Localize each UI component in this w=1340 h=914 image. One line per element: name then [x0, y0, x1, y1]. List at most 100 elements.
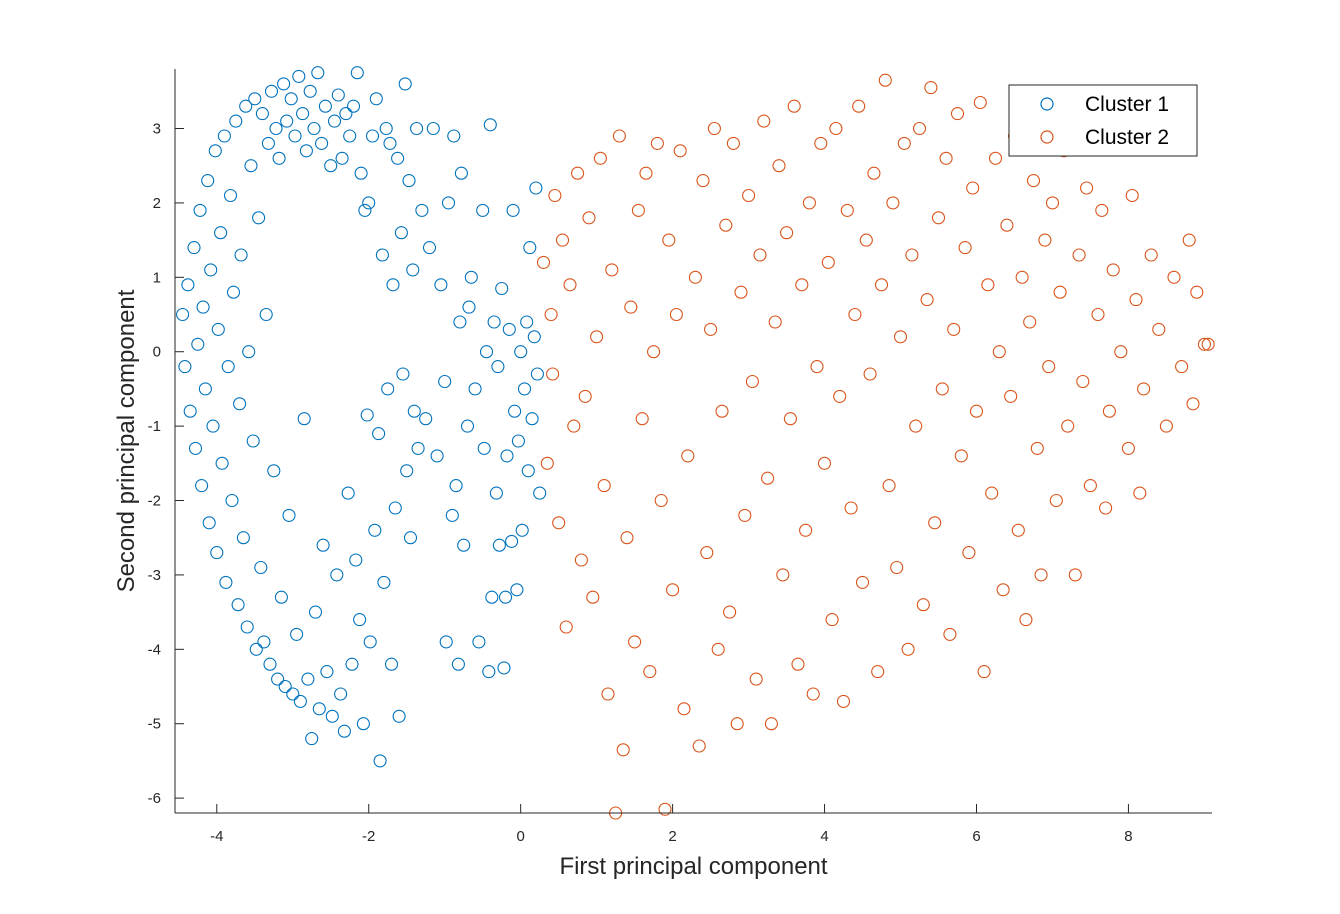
cluster-2-point: [1186, 397, 1200, 411]
cluster-1-point: [511, 434, 525, 448]
cluster-2-point: [802, 196, 816, 210]
cluster-1-point: [514, 345, 528, 359]
y-axis-title: Second principal component: [113, 289, 140, 592]
cluster-1-point: [176, 307, 190, 322]
cluster-1-point: [476, 203, 490, 217]
cluster-2-point: [673, 144, 687, 158]
y-tick-label: -4: [148, 641, 161, 658]
cluster-1-point: [246, 434, 260, 448]
cluster-1-point: [318, 99, 332, 113]
x-tick-label: 4: [820, 828, 828, 845]
cluster-1-point: [299, 144, 313, 158]
cluster-2-point: [988, 151, 1003, 165]
cluster-2-point: [1045, 196, 1060, 210]
cluster-2-point: [1076, 374, 1090, 389]
cluster-1-point: [360, 408, 374, 422]
cluster-1-point: [400, 464, 414, 478]
cluster-1-point: [396, 367, 410, 381]
cluster-1-point: [255, 107, 269, 121]
cluster-2-point: [616, 743, 630, 757]
cluster-2-point: [601, 687, 615, 701]
cluster-2-point: [848, 307, 862, 322]
cluster-1-point: [388, 501, 402, 515]
legend-marker-cluster-2: [1040, 130, 1054, 144]
cluster-1-point: [181, 278, 195, 292]
cluster-2-point: [1061, 419, 1075, 433]
cluster-1-point: [303, 84, 317, 98]
cluster-1-point: [254, 560, 268, 575]
cluster-2-point: [867, 166, 881, 180]
cluster-1-point: [353, 613, 367, 627]
cluster-1-point: [472, 635, 486, 649]
cluster-2-point: [734, 285, 748, 299]
cluster-2-point: [787, 99, 801, 113]
cluster-1-point: [221, 360, 235, 374]
cluster-1-point: [451, 657, 465, 671]
cluster-1-point: [410, 121, 424, 136]
y-tick-label: -3: [148, 567, 161, 584]
cluster-1-point: [369, 92, 383, 106]
cluster-2-point: [829, 121, 843, 136]
cluster-1-point: [315, 136, 329, 150]
cluster-1-point: [201, 174, 215, 188]
cluster-1-point: [449, 479, 463, 493]
cluster-2-point: [954, 449, 968, 463]
cluster-1-point: [368, 523, 382, 537]
cluster-1-point: [468, 382, 482, 396]
legend: Cluster 1 Cluster 2: [1008, 84, 1198, 157]
cluster-1-point: [510, 583, 524, 597]
cluster-2-point: [620, 531, 634, 545]
cluster-2-point: [546, 367, 560, 381]
cluster-1-point: [508, 404, 522, 418]
cluster-2-point: [969, 404, 984, 418]
cluster-2-point: [855, 575, 870, 589]
cluster-2-point: [1030, 441, 1044, 455]
cluster-1-point: [530, 367, 544, 381]
cluster-1-point: [226, 285, 241, 299]
cluster-2-point: [552, 516, 566, 530]
cluster-2-point: [947, 322, 961, 336]
cluster-1-point: [242, 345, 256, 359]
cluster-1-point: [500, 449, 514, 463]
cluster-2-point: [1011, 523, 1025, 537]
y-tick-label: -5: [148, 716, 161, 733]
cluster-2-point: [1137, 382, 1151, 396]
cluster-2-point: [863, 367, 877, 381]
cluster-1-point: [362, 196, 376, 210]
cluster-1-point: [257, 635, 271, 649]
cluster-1-point: [439, 635, 453, 649]
cluster-2-point: [973, 95, 987, 110]
cluster-2-point: [1026, 174, 1041, 188]
cluster-1-point: [204, 263, 218, 277]
cluster-2-point: [821, 255, 835, 269]
cluster-1-point: [301, 672, 315, 686]
cluster-2-point: [544, 307, 558, 322]
cluster-2-point: [548, 188, 562, 203]
cluster-1-point: [343, 129, 357, 143]
cluster-2-point: [1175, 360, 1189, 374]
cluster-2-point: [643, 665, 657, 679]
cluster-1-point: [178, 360, 192, 374]
cluster-2-point: [1000, 218, 1014, 232]
cluster-1-point: [422, 241, 437, 255]
cluster-2-point: [859, 233, 873, 247]
cluster-1-point: [447, 129, 461, 143]
cluster-2-point: [776, 568, 790, 582]
cluster-2-point: [916, 598, 930, 612]
cluster-2-point: [624, 300, 638, 314]
cluster-2-point: [950, 107, 965, 121]
cluster-1-point: [495, 281, 509, 296]
cluster-1-point: [406, 263, 420, 277]
cluster-1-point: [407, 404, 421, 418]
cluster-1-point: [272, 151, 286, 165]
cluster-1-point: [215, 456, 229, 470]
cluster-2-point: [704, 322, 718, 336]
x-tick-label: 8: [1124, 828, 1132, 845]
cluster-1-point: [525, 412, 539, 426]
cluster-1-point: [307, 121, 321, 136]
cluster-1-point: [297, 412, 311, 426]
data-points: [176, 66, 1215, 820]
cluster-1-point: [196, 300, 210, 314]
cluster-1-point: [217, 129, 231, 143]
cluster-1-point: [277, 77, 291, 91]
